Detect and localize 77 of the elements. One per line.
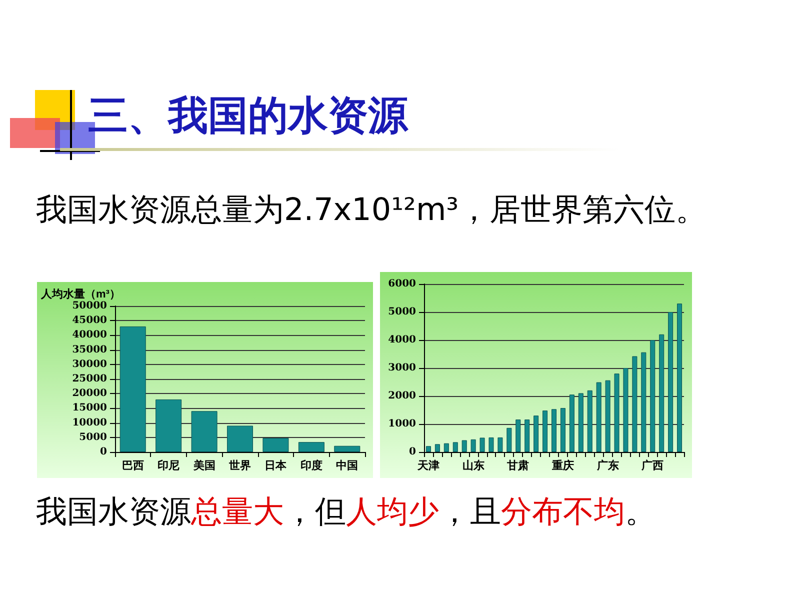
x-tick-label: 中国 [336, 459, 358, 472]
bar [569, 394, 574, 452]
chart-title: 三、我国的水资源 [88, 92, 408, 141]
y-tick-label: 1000 [388, 418, 416, 430]
bar [452, 442, 458, 452]
y-tick-label: 15000 [72, 402, 108, 414]
bar [641, 352, 646, 452]
y-tick-label: 2000 [388, 390, 416, 402]
text: 分布不均 [501, 494, 625, 530]
bar [542, 410, 548, 452]
bar [668, 312, 674, 452]
bar [498, 437, 503, 452]
bar [534, 416, 539, 452]
text: ，但 [284, 494, 346, 530]
bar [334, 446, 360, 452]
bar [596, 382, 602, 452]
bar [480, 438, 485, 452]
text: 。 [625, 494, 656, 530]
y-tick-label: 50000 [72, 300, 108, 312]
y-tick-label: 3000 [388, 362, 416, 374]
bar [516, 420, 521, 452]
bar [605, 380, 610, 452]
x-tick-label: 甘肃 [506, 459, 530, 472]
text: 总量大 [191, 494, 284, 530]
x-tick-label: 巴西 [122, 459, 144, 472]
bar [470, 439, 476, 452]
y-tick-label: 0 [100, 446, 108, 458]
bar [227, 426, 253, 452]
bar [578, 393, 584, 452]
y-tick-label: 0 [409, 446, 416, 458]
text: 我国水资源 [36, 494, 191, 530]
x-tick-label: 日本 [264, 459, 288, 472]
x-tick-label: 天津 [416, 459, 440, 472]
bar [632, 356, 638, 452]
bar [587, 390, 592, 452]
bar [623, 368, 628, 452]
bar [659, 334, 664, 452]
bar [677, 304, 682, 452]
chart-subtitle: 我国水资源总量为2.7x10¹²m³，居世界第六位。 [36, 191, 708, 230]
text: 人均少 [346, 494, 439, 530]
x-tick-label: 广西 [640, 459, 664, 472]
bar [434, 444, 440, 452]
y-tick-label: 30000 [72, 358, 108, 370]
bar [120, 326, 146, 452]
bar [426, 446, 431, 452]
bar [552, 409, 556, 452]
x-tick-label: 世界 [228, 459, 251, 472]
bar [191, 411, 218, 452]
bar [488, 437, 494, 452]
x-tick-label: 美国 [192, 459, 216, 472]
bar [524, 420, 530, 452]
y-tick-label: 20000 [72, 388, 108, 400]
y-tick-label: 40000 [72, 330, 108, 341]
x-tick-label: 重庆 [550, 459, 574, 472]
x-tick-label: 山东 [462, 459, 484, 472]
x-tick-label: 印尼 [158, 459, 180, 472]
bar [156, 399, 182, 452]
y-tick-label: 5000 [388, 306, 416, 318]
y-tick-label: 6000 [388, 278, 416, 290]
y-axis-title: 人均水量（m³） [40, 288, 120, 300]
bar [560, 408, 566, 452]
x-tick-label: 广东 [596, 459, 619, 472]
text: ，且 [439, 494, 501, 530]
y-tick-label: 45000 [72, 315, 108, 326]
bar [462, 440, 467, 452]
bar [506, 428, 512, 452]
bar [298, 442, 324, 452]
y-tick-label: 25000 [72, 374, 108, 384]
bar [262, 438, 289, 452]
bar [650, 340, 656, 452]
y-tick-label: 5000 [79, 432, 108, 443]
bar [614, 374, 620, 452]
bar [444, 443, 449, 452]
y-tick-label: 35000 [72, 344, 108, 356]
y-tick-label: 4000 [388, 334, 416, 346]
x-tick-label: 印度 [300, 459, 322, 472]
y-tick-label: 10000 [72, 417, 108, 428]
